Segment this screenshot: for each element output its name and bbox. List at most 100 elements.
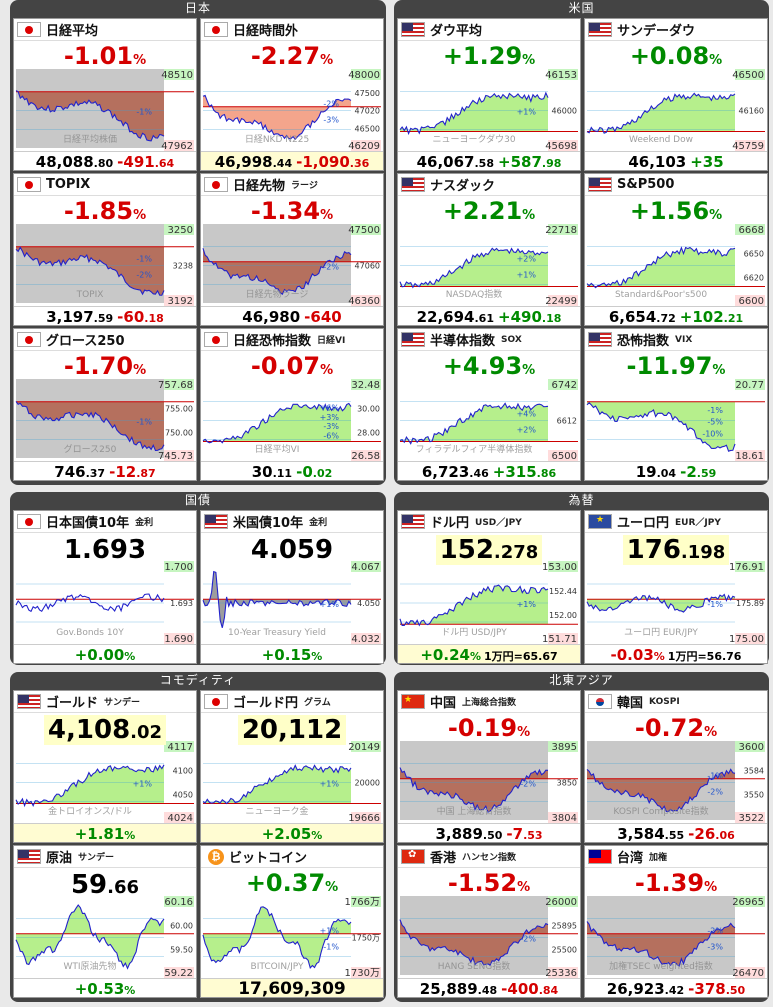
card-header[interactable]: 韓国 KOSPI [585,691,767,713]
card-header[interactable]: ₿ ビットコイン [201,846,383,868]
price-label: 6500 [552,451,577,462]
percent-label: -1% [707,406,723,415]
current-value: 4.059 [201,535,383,565]
sparkline-chart: KOSPI Composite指数 3600 3584 3550 3522 -1% -2% [586,741,765,824]
market-card[interactable]: 日経時間外 日経NKD N225 48000 47500 47020 46500 46209… [200,18,384,171]
card-body: フィラデルフィア半導体指数 6742 6612 6500 +4% +2% +4.93% 6,7… [398,351,580,481]
market-card[interactable]: サンデーダウ Weekend Dow 46500 46160 45759 +0.08% 46… [584,18,768,171]
market-card[interactable]: ゴールド円 グラム ニューヨーク金 20149 20000 19666 +1% 20,112 +… [200,690,384,843]
sparkline-chart: 日経先物ラージ 47500 47060 46360 -2% [202,224,381,307]
card-header[interactable]: 米国債10年 金利 [201,511,383,533]
market-card[interactable]: TOPIX TOPIX 3250 3238 3192 -1% -2% -1.85% 3,197.… [13,173,197,326]
market-card[interactable]: 半導体指数 SOX フィラデルフィア半導体指数 6742 6612 6500 +4% +2% +… [397,328,581,481]
price-label: 6650 [744,250,764,259]
market-card[interactable]: 日経平均 日経平均株価 48510 47962 -1% -1.01% 48,088.80 -4… [13,18,197,171]
card-header[interactable]: 日本国債10年 金利 [14,511,196,533]
footer-value: 3,889.50 [435,825,502,842]
sparkline-chart: 加権TSEC weighted指数 26965 26470 -2% -3% [586,896,765,979]
price-label-bg [735,967,765,978]
card-subtitle: グラム [304,698,331,708]
card-header[interactable]: 原油 サンデー [14,846,196,868]
chart-area [16,90,164,141]
price-line [202,402,352,444]
market-card[interactable]: 日経恐怖指数 日経VI 日経平均VI 32.48 30.00 28.00 26.58 +6% +… [200,328,384,481]
market-card[interactable]: 恐怖指数 VIX 20.77 18.61 -1% -5% -10% -11.97% 19.04-… [584,328,768,481]
card-header[interactable]: TOPIX [14,174,196,196]
card-header[interactable]: ゴールド円 グラム [201,691,383,713]
card-header[interactable]: S&P500 [585,174,767,196]
card-header[interactable]: 日経時間外 [201,19,383,41]
price-label-bg [548,450,578,461]
footer-change-percent: +2.05% [262,825,323,842]
current-value-text: 4,108.02 [43,715,167,745]
percent-label: -1% [136,108,152,117]
card-header[interactable]: 台湾 加権 [585,846,767,868]
card-header[interactable]: ユーロ円 EUR／JPY [585,511,767,533]
market-card[interactable]: ドル円 USD／JPY ドル円 USD/JPY 153.00 152.44 152.00 1… [397,510,581,664]
market-card[interactable]: 原油 サンデー WTI原油先物 60.16 60.00 59.50 59.22 59.66 +0… [13,845,197,998]
hk-flag-icon [401,849,425,864]
jp-flag-icon [17,177,41,192]
percent-label: -10% [702,429,723,438]
card-header[interactable]: 日経先物 ラージ [201,174,383,196]
market-card[interactable]: ₿ ビットコイン BITCOIN/JPY 1766万 1750万 1730万 +1% -1% +… [200,845,384,998]
footer-change-int: +315 [492,463,537,481]
current-value-frac: .02 [130,722,163,743]
card-header[interactable]: ナスダック [398,174,580,196]
card-name: 日経恐怖指数 [233,334,312,349]
price-label-bg [548,224,578,235]
percent-label: +1% [320,780,340,789]
price-line [15,246,165,296]
card-header[interactable]: 半導体指数 SOX [398,329,580,351]
percent-unit: % [709,208,723,223]
change-percent: -11.97% [585,352,767,380]
current-value: 176.198 [585,535,767,565]
card-subtitle: USD／JPY [475,518,522,528]
price-label: 3600 [739,742,764,753]
card-header[interactable]: ドル円 USD／JPY [398,511,580,533]
market-card[interactable]: 韓国 KOSPI KOSPI Composite指数 3600 3584 3550 3522… [584,690,768,843]
chart-area [400,92,548,134]
card-header[interactable]: ダウ平均 [398,19,580,41]
card-footer: 46,980 -640 [201,306,383,325]
card-header[interactable]: ゴールド サンデー [14,691,196,713]
card-subtitle: 日経VI [317,336,346,346]
footer-change-int: -7 [506,825,524,843]
card-header[interactable]: グロース250 [14,329,196,351]
market-card[interactable]: ナスダック NASDAQ指数 22718 22499 +2% +1% +2.21% 22,69… [397,173,581,326]
card-footer: 26,923.42 -378.50 [585,978,767,997]
chart-area [400,248,548,288]
market-card[interactable]: ダウ平均 ニューヨークダウ30 46153 46000 45698 +1% +1.29% 46… [397,18,581,171]
market-card[interactable]: 日本国債10年 金利 Gov.Bonds 10Y 1.700 1.693 1.690 1.6… [13,510,197,664]
market-card[interactable]: 米国債10年 金利 10-Year Treasury Yield 4.067 4.050… [200,510,384,664]
market-card[interactable]: S&P500 Standard&Poor's500 6668 6650 6620 6600… [584,173,768,326]
card-subtitle: サンデー [78,853,115,863]
card-body: NASDAQ指数 22718 22499 +2% +1% +2.21% 22,694.61 +… [398,196,580,325]
price-label: 3550 [744,790,764,799]
market-card[interactable]: 台湾 加権 加権TSEC weighted指数 26965 26470 -2% -3% -1.… [584,845,768,998]
market-card[interactable]: グロース250 グロース250 757.68 755.00 750.00 745.73 -1… [13,328,197,481]
chart-area [203,403,351,443]
change-percent: +4.93% [398,352,580,380]
change-percent: +0.08% [585,42,767,70]
market-card[interactable]: 日経先物 ラージ 日経先物ラージ 47500 47060 46360 -2% -1.34% 46… [200,173,384,326]
card-header[interactable]: 日経平均 [14,19,196,41]
sparkline-chart: 日経平均株価 48510 47962 -1% [15,69,194,152]
chart-area [587,93,735,134]
card-header[interactable]: 恐怖指数 VIX [585,329,767,351]
footer-value-frac: .80 [93,157,114,170]
chart-area [16,764,164,806]
card-header[interactable]: 日経恐怖指数 日経VI [201,329,383,351]
card-name: ドル円 [430,516,470,531]
price-label-bg [735,741,765,752]
percent-label: -2% [323,100,339,109]
card-header[interactable]: サンデーダウ [585,19,767,41]
footer-change-frac: .06 [715,829,735,842]
market-card[interactable]: ゴールド サンデー 金トロイオンス/ドル 4117 4100 4050 4024 +1% 4,1… [13,690,197,843]
footer-change-percent-value: +0.00 [74,646,125,664]
market-card[interactable]: ユーロ円 EUR／JPY ユーロ円 EUR/JPY 176.91 175.89 175.0… [584,510,768,664]
